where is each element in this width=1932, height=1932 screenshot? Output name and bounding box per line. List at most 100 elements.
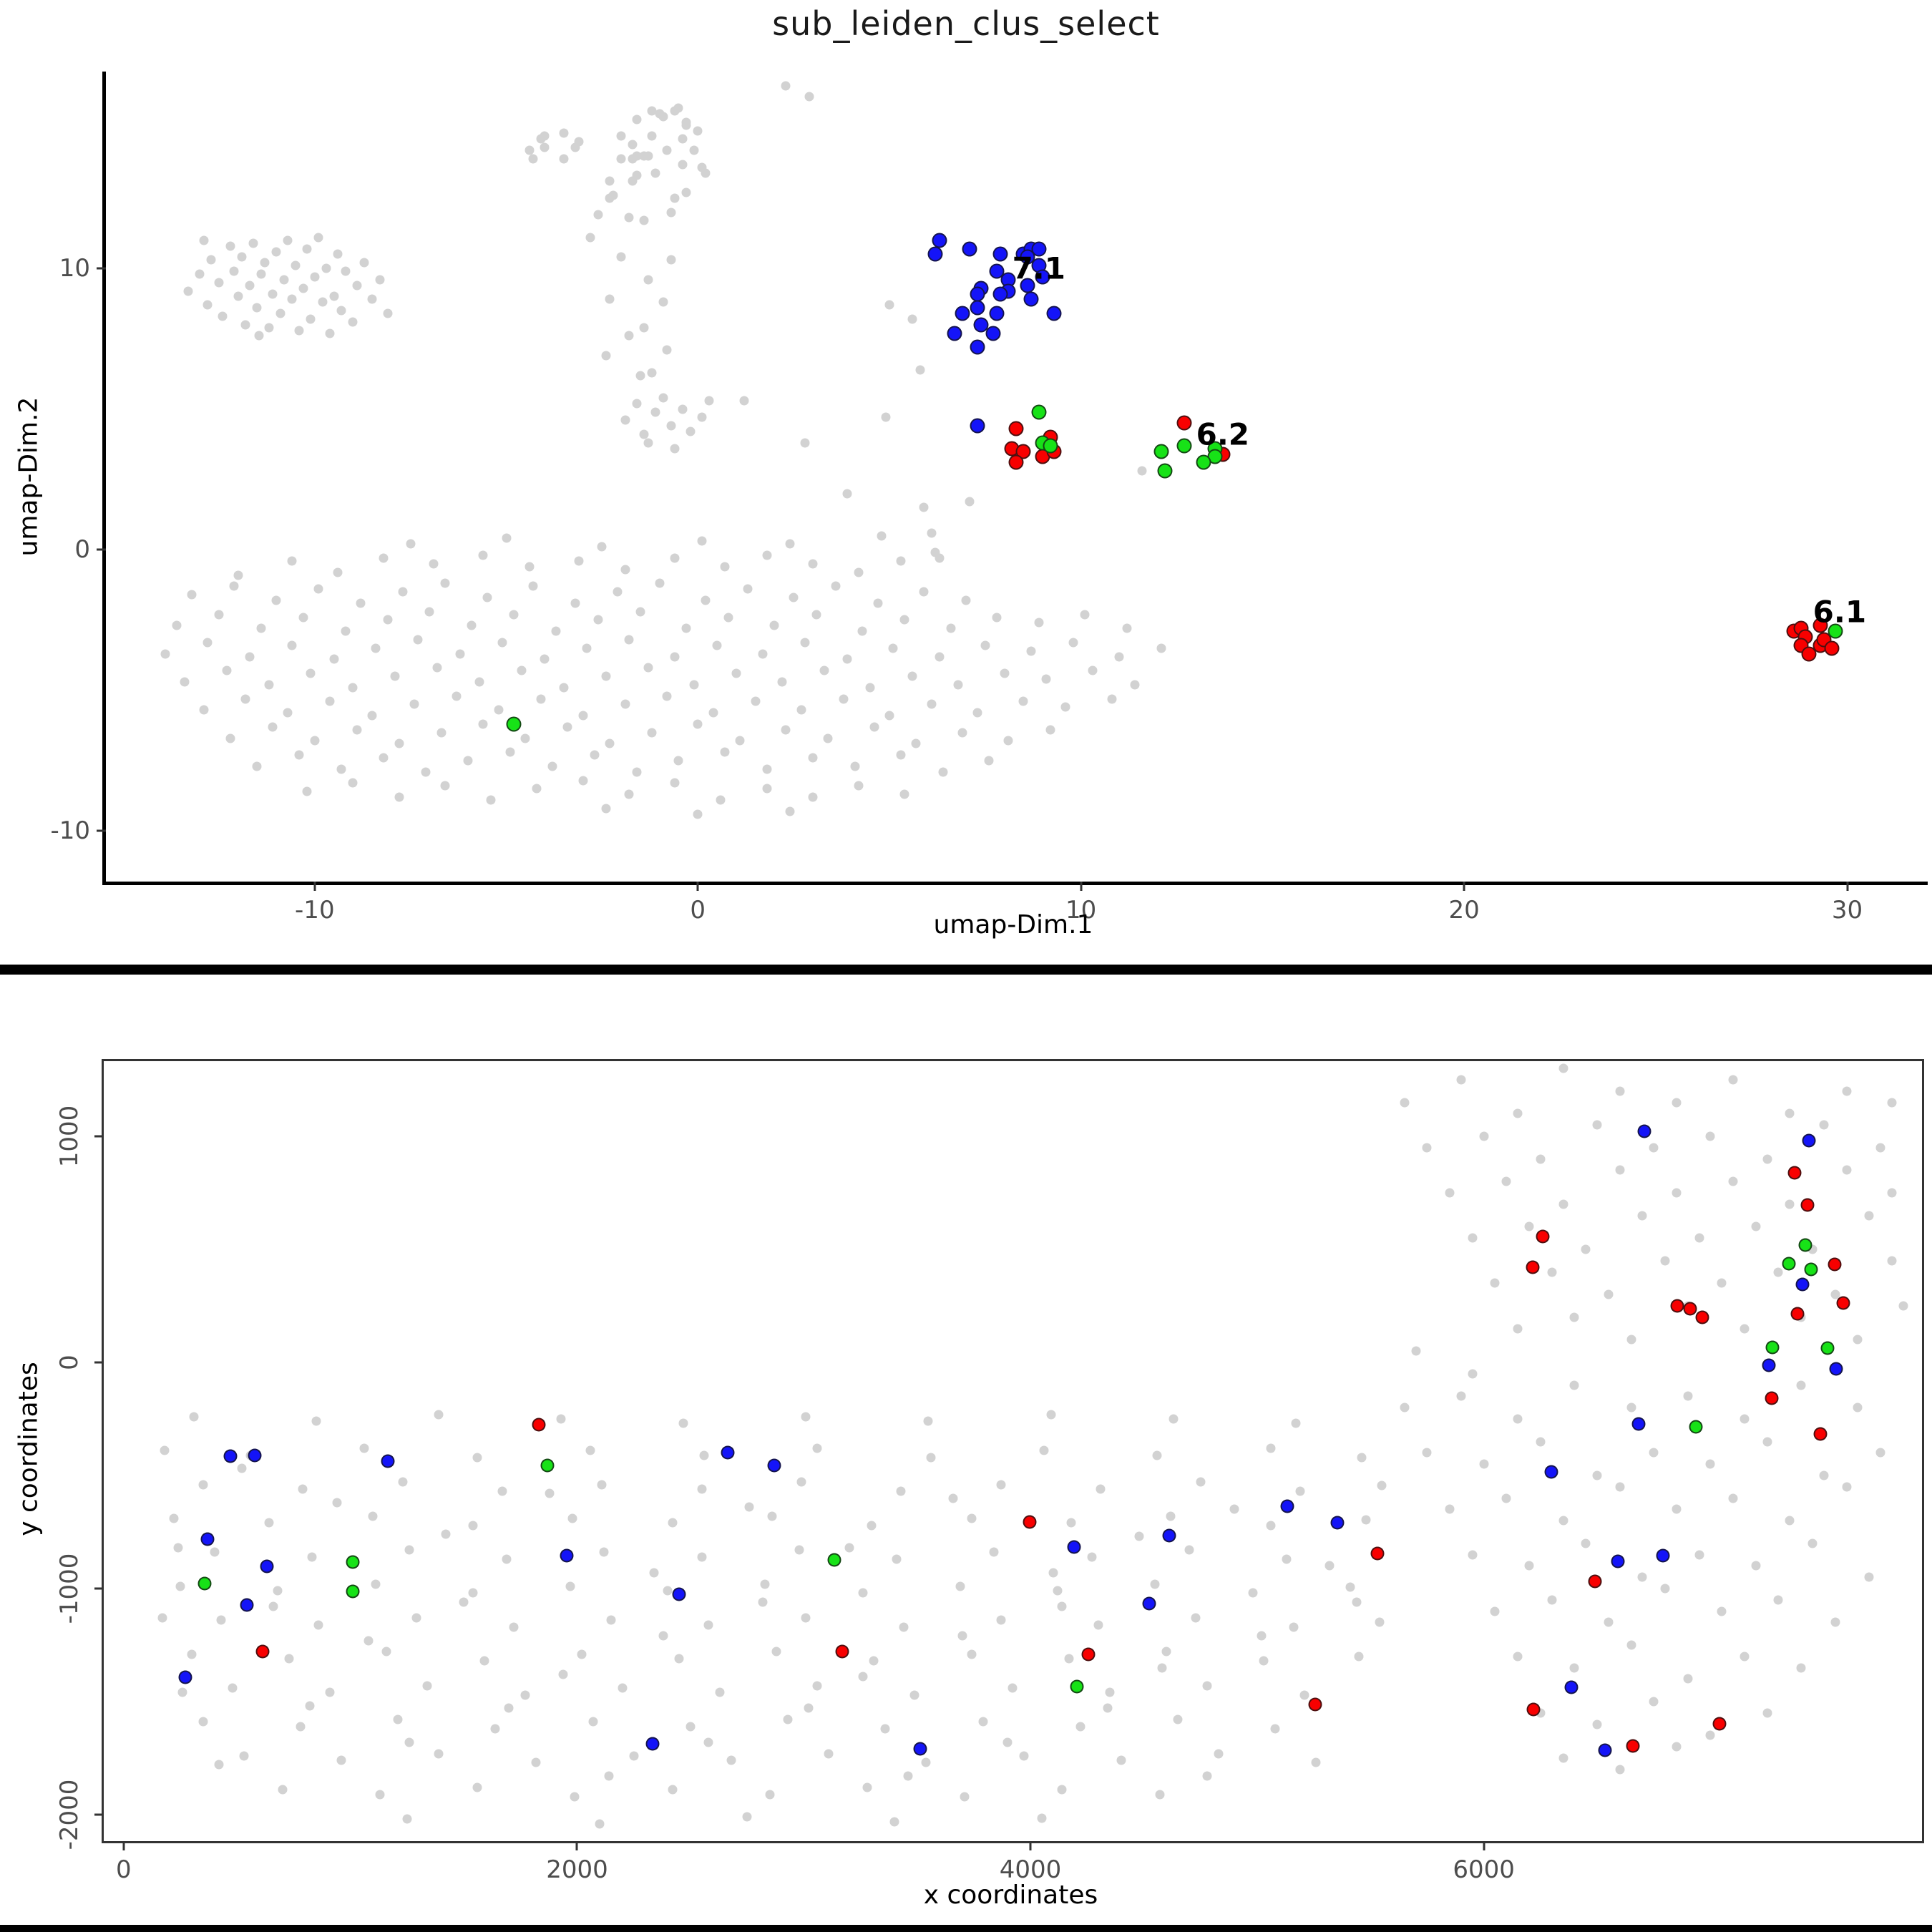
cluster-6.1-point: [1836, 1296, 1850, 1310]
background-point: [731, 668, 741, 678]
background-point: [1524, 1561, 1534, 1571]
background-point: [624, 213, 634, 223]
background-point: [214, 278, 224, 288]
background-point: [398, 587, 408, 597]
background-point: [160, 1445, 170, 1455]
background-point: [172, 620, 182, 630]
background-point: [567, 1513, 577, 1523]
background-point: [1581, 1244, 1591, 1254]
background-point: [413, 635, 423, 645]
background-point: [624, 635, 634, 645]
background-point: [635, 371, 645, 380]
background-point: [1705, 1459, 1715, 1469]
background-point: [1558, 1063, 1568, 1073]
background-point: [411, 1613, 421, 1623]
x-tick-mark: [1463, 882, 1465, 891]
background-point: [701, 168, 711, 177]
background-point: [237, 252, 247, 262]
background-point: [264, 1518, 274, 1528]
background-point: [662, 145, 672, 155]
cluster-6.1-point: [1015, 444, 1031, 459]
background-point: [1660, 1256, 1670, 1266]
background-point: [670, 778, 680, 788]
background-point: [972, 708, 982, 718]
background-point: [601, 804, 611, 814]
background-point: [479, 1656, 489, 1666]
background-point: [1299, 1690, 1309, 1700]
y-tick-mark: [94, 1587, 104, 1590]
background-point: [689, 680, 699, 690]
background-point: [551, 626, 561, 636]
background-point: [697, 412, 707, 422]
background-point: [605, 176, 615, 186]
background-point: [1773, 1595, 1783, 1605]
background-point: [294, 326, 304, 336]
background-point: [528, 154, 538, 164]
background-point: [1075, 1722, 1085, 1732]
background-point: [1289, 1622, 1299, 1632]
background-point: [796, 1477, 806, 1487]
background-point: [1057, 1601, 1067, 1611]
x-tick-label: -10: [295, 896, 335, 924]
background-point: [1672, 1188, 1682, 1198]
background-point: [1740, 1414, 1750, 1424]
background-point: [862, 1782, 872, 1792]
background-point: [302, 786, 312, 796]
cluster-7.1-point: [1544, 1465, 1558, 1479]
background-point: [240, 694, 250, 703]
background-point: [1569, 1380, 1579, 1390]
background-point: [225, 733, 235, 743]
x-tick-mark: [1029, 1841, 1032, 1850]
cluster-7.1-point: [1598, 1743, 1612, 1757]
background-point: [655, 578, 665, 588]
background-point: [681, 623, 691, 633]
background-point: [632, 767, 642, 777]
background-point: [601, 351, 611, 361]
background-point: [333, 249, 343, 259]
background-point: [547, 761, 557, 771]
background-point: [1375, 1617, 1385, 1627]
background-point: [1649, 1697, 1659, 1707]
background-point: [199, 235, 209, 245]
background-point: [881, 412, 891, 422]
background-point: [662, 345, 672, 355]
cluster-6.2-point: [1782, 1257, 1796, 1271]
cluster-7.1-point: [970, 339, 985, 355]
background-point: [668, 1518, 678, 1528]
background-point: [195, 269, 205, 279]
background-point: [1615, 1765, 1625, 1775]
background-point: [1501, 1493, 1511, 1503]
x-tick-label: 10: [1065, 896, 1097, 924]
background-point: [173, 1543, 183, 1553]
background-point: [601, 671, 611, 681]
y-tick-mark: [97, 267, 106, 270]
background-point: [218, 311, 228, 321]
background-point: [605, 193, 615, 203]
background-point: [606, 1615, 616, 1625]
background-point: [1513, 1652, 1523, 1662]
cluster-6.1-point: [1081, 1647, 1096, 1662]
background-point: [1122, 623, 1132, 633]
background-point: [497, 1486, 507, 1496]
background-point: [1853, 1335, 1863, 1345]
background-point: [899, 615, 909, 625]
background-point: [896, 750, 906, 760]
cluster-7.1-point: [767, 1458, 781, 1473]
background-point: [808, 559, 818, 569]
background-point: [1898, 1301, 1908, 1311]
cluster-7.1-point: [1035, 269, 1050, 285]
cluster-7.1-point: [913, 1742, 927, 1756]
background-point: [762, 764, 772, 774]
background-point: [1785, 1516, 1795, 1526]
background-point: [305, 1701, 315, 1711]
background-point: [367, 294, 377, 304]
background-point: [214, 610, 224, 620]
background-point: [854, 781, 864, 791]
background-point: [1068, 638, 1078, 648]
x-tick-label: 30: [1831, 896, 1863, 924]
background-point: [341, 266, 351, 276]
background-point: [1683, 1674, 1693, 1684]
background-point: [1694, 1233, 1704, 1243]
background-point: [597, 1480, 607, 1490]
background-point: [765, 1790, 775, 1800]
